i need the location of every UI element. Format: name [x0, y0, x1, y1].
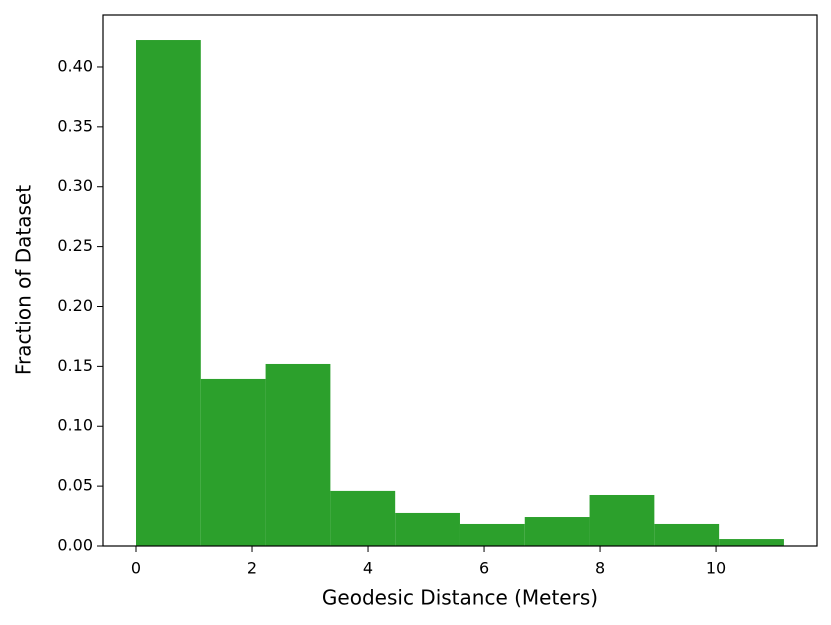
- x-axis-label: Geodesic Distance (Meters): [322, 586, 598, 610]
- bar: [395, 512, 460, 546]
- x-tick-label: 10: [706, 559, 726, 578]
- x-tick-label: 0: [131, 559, 141, 578]
- y-tick-label: 0.20: [57, 296, 93, 315]
- bar: [589, 494, 655, 546]
- y-tick-label: 0.00: [57, 536, 93, 555]
- y-tick-label: 0.10: [57, 416, 93, 435]
- bar: [200, 378, 266, 546]
- y-tick-label: 0.05: [57, 476, 93, 495]
- x-tick-label: 6: [479, 559, 489, 578]
- y-tick-label: 0.40: [57, 56, 93, 75]
- bar: [524, 517, 590, 546]
- bar: [330, 490, 396, 546]
- x-tick-label: 2: [247, 559, 257, 578]
- y-axis-label: Fraction of Dataset: [12, 185, 36, 375]
- bar: [719, 539, 784, 546]
- bar: [265, 363, 331, 546]
- bar: [459, 523, 525, 546]
- x-tick-label: 8: [595, 559, 605, 578]
- bar: [654, 523, 720, 546]
- x-tick-label: 4: [363, 559, 373, 578]
- y-tick-label: 0.25: [57, 236, 93, 255]
- plot-frame: [102, 14, 818, 547]
- y-tick-label: 0.15: [57, 356, 93, 375]
- y-tick-label: 0.35: [57, 116, 93, 135]
- y-tick-label: 0.30: [57, 176, 93, 195]
- bar: [136, 40, 201, 547]
